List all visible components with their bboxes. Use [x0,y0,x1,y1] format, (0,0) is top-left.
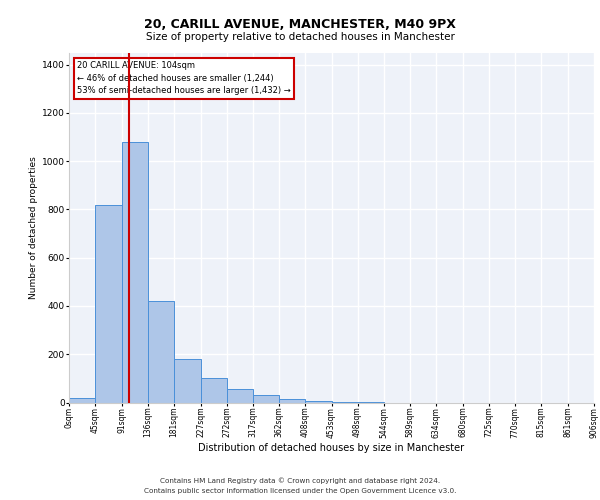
X-axis label: Distribution of detached houses by size in Manchester: Distribution of detached houses by size … [199,443,464,453]
Bar [253,396,279,402]
Bar [200,378,227,402]
Text: 20, CARILL AVENUE, MANCHESTER, M40 9PX: 20, CARILL AVENUE, MANCHESTER, M40 9PX [144,18,456,30]
Text: 20 CARILL AVENUE: 104sqm
← 46% of detached houses are smaller (1,244)
53% of sem: 20 CARILL AVENUE: 104sqm ← 46% of detach… [77,61,290,95]
Bar [148,301,174,402]
Bar [227,389,253,402]
Bar [279,399,305,402]
Bar [69,398,95,402]
Text: Size of property relative to detached houses in Manchester: Size of property relative to detached ho… [146,32,454,42]
Text: Contains public sector information licensed under the Open Government Licence v3: Contains public sector information licen… [144,488,456,494]
Y-axis label: Number of detached properties: Number of detached properties [29,156,38,299]
Bar [174,359,200,403]
Bar [122,142,148,403]
Bar [95,204,122,402]
Text: Contains HM Land Registry data © Crown copyright and database right 2024.: Contains HM Land Registry data © Crown c… [160,478,440,484]
